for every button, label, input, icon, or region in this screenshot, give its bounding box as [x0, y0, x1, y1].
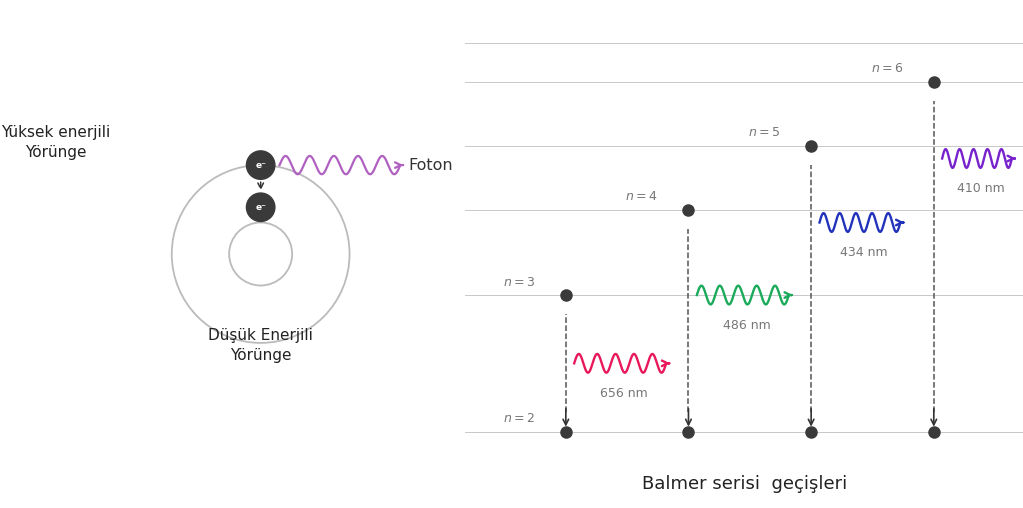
Ellipse shape: [247, 151, 275, 179]
Text: e⁻: e⁻: [255, 203, 266, 212]
Text: $n=6$: $n=6$: [871, 62, 903, 75]
Text: 656 nm: 656 nm: [601, 387, 649, 400]
Text: $n=2$: $n=2$: [503, 412, 535, 425]
Text: 434 nm: 434 nm: [840, 246, 888, 259]
Ellipse shape: [247, 193, 275, 221]
Text: Foton: Foton: [408, 157, 453, 173]
Text: 486 nm: 486 nm: [723, 319, 771, 332]
Text: $n=3$: $n=3$: [503, 276, 535, 289]
Text: Düşük Enerjili
Yörünge: Düşük Enerjili Yörünge: [209, 328, 313, 363]
Text: $n=5$: $n=5$: [749, 126, 781, 139]
Text: 410 nm: 410 nm: [958, 182, 1005, 195]
Text: Yüksek enerjili
Yörünge: Yüksek enerjili Yörünge: [1, 125, 110, 160]
Text: $n=4$: $n=4$: [625, 190, 658, 203]
Text: Balmer serisi  geçişleri: Balmer serisi geçişleri: [641, 475, 847, 493]
Text: e⁻: e⁻: [255, 161, 266, 170]
